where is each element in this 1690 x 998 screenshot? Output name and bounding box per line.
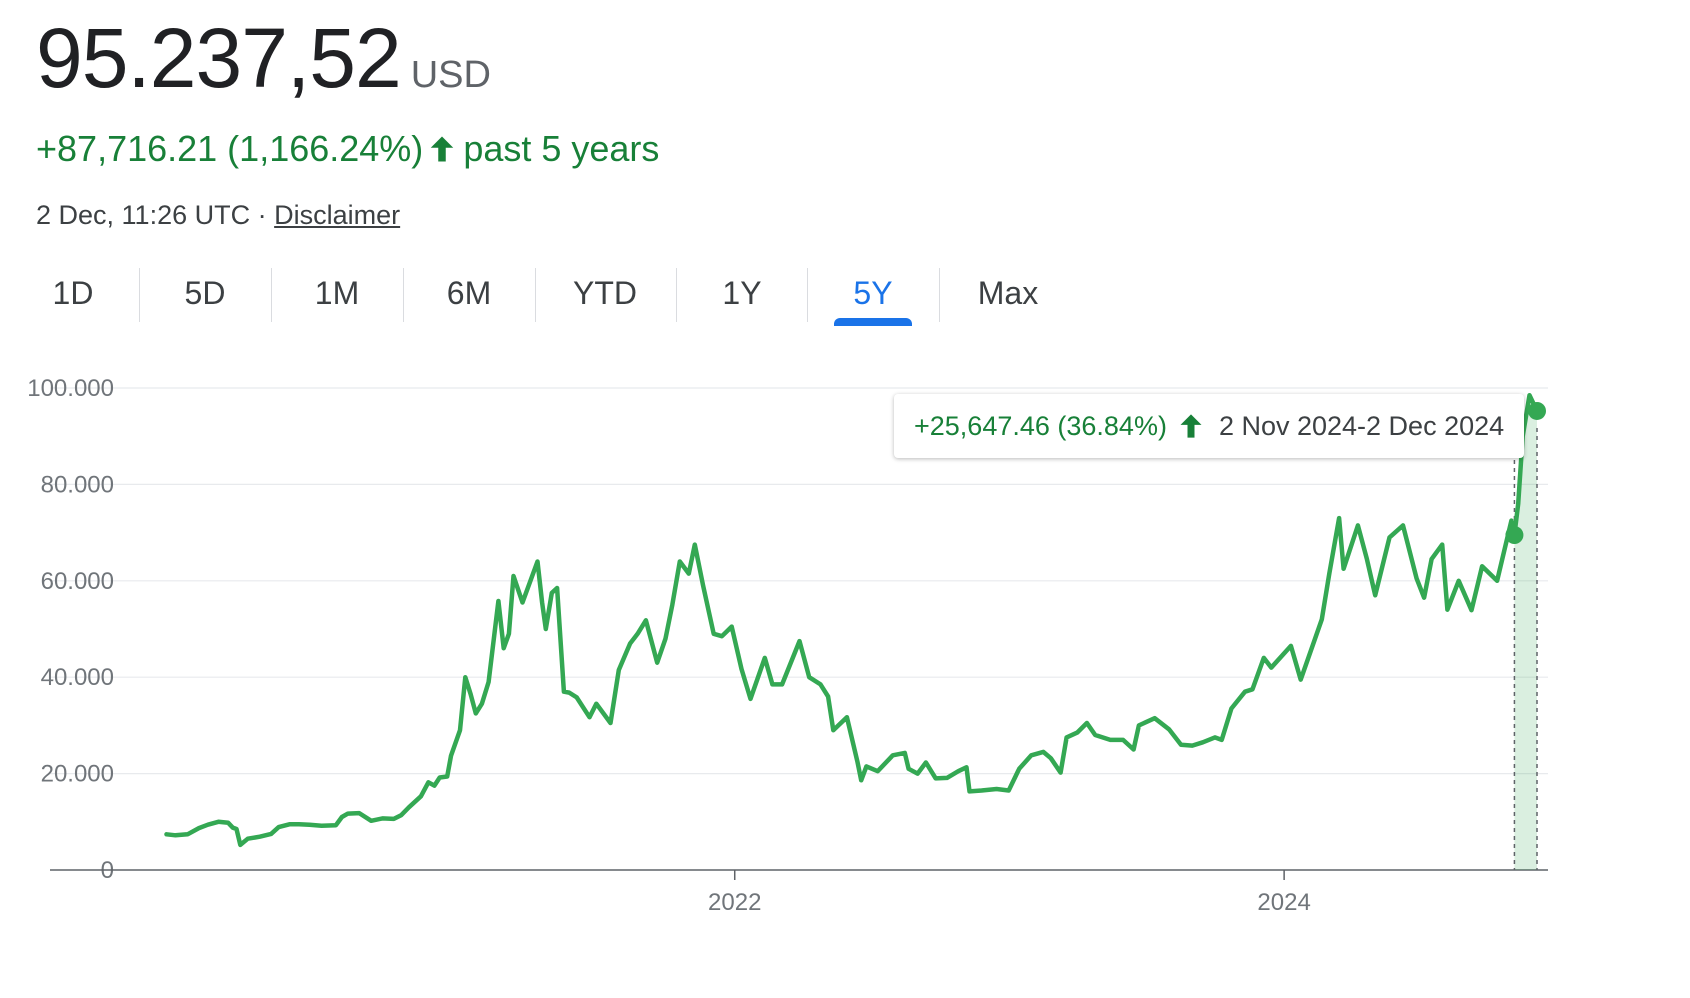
series-line [164,392,1540,848]
tab-divider [271,268,272,322]
y-tick-label: 60.000 [41,568,114,595]
price-header: 95.237,52 USD [36,10,491,106]
range-tooltip: +25,647.46 (36.84%) 2 Nov 2024-2 Dec 202… [894,394,1525,458]
tab-divider [939,268,940,322]
tab-divider [807,268,808,322]
change-period: past 5 years [463,128,660,169]
tab-label: 5Y [853,275,893,311]
disclaimer-link[interactable]: Disclaimer [274,200,401,230]
tab-1m[interactable]: 1M [282,262,392,328]
range-marker-dot [1528,401,1546,420]
separator: · [257,200,267,230]
change-value: +87,716.21 (1,166.24%) [36,128,424,169]
y-tick-label: 100.000 [27,375,114,402]
tab-5y[interactable]: 5Y [818,262,928,328]
tab-label: YTD [573,275,637,311]
tab-label: 1Y [722,275,762,311]
x-tick-label: 2024 [1257,889,1310,916]
tab-divider [139,268,140,322]
tab-divider [403,268,404,322]
range-marker-dot [1505,526,1524,545]
tab-divider [535,268,536,322]
tab-max[interactable]: Max [950,262,1066,328]
y-tick-label: 80.000 [41,471,114,498]
tab-ytd[interactable]: YTD [546,262,664,328]
highlight-area [1514,395,1537,870]
tab-label: 1M [314,275,360,311]
x-tick-label: 2022 [708,889,761,916]
timestamp-row: 2 Dec, 11:26 UTC · Disclaimer [36,200,400,231]
tooltip-date-range: 2 Nov 2024-2 Dec 2024 [1218,410,1505,441]
tab-label: 5D [184,275,226,311]
arrow-up-icon [431,136,454,162]
tooltip-change: +25,647.46 (36.84%) [914,410,1167,441]
tab-6m[interactable]: 6M [414,262,524,328]
price-change: +87,716.21 (1,166.24%) past 5 years [36,128,659,170]
tab-5d[interactable]: 5D [150,262,260,328]
active-tab-indicator [834,318,912,326]
y-tick-label: 40.000 [41,664,114,691]
tab-label: Max [977,275,1039,311]
current-price: 95.237,52 [36,11,402,105]
tab-divider [676,268,677,322]
tab-label: 6M [446,275,492,311]
tab-1y[interactable]: 1Y [687,262,797,328]
y-tick-label: 20.000 [41,761,114,788]
arrow-up-icon [1180,414,1202,438]
tab-label: 1D [52,275,94,311]
timestamp: 2 Dec, 11:26 UTC [36,200,251,230]
currency-code: USD [410,54,491,96]
tab-1d[interactable]: 1D [20,262,126,328]
